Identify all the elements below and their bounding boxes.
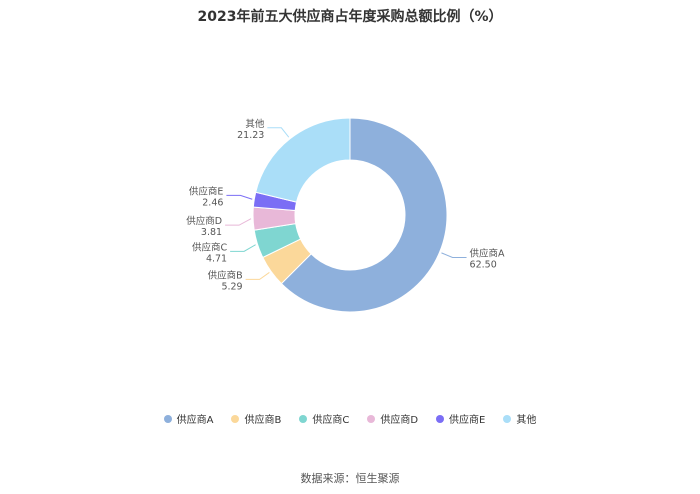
slice-label-name-5: 供应商E: [189, 185, 224, 197]
legend-swatch-icon: [367, 414, 376, 423]
chart-title: 2023年前五大供应商占年度采购总额比例（%）: [197, 9, 503, 25]
legend-item-1[interactable]: 供应商A: [163, 411, 214, 426]
slice-label-value-5: 2.46: [202, 197, 223, 208]
data-source: 数据来源：恒生聚源: [300, 472, 400, 485]
legend-label: 供应商D: [380, 415, 419, 426]
pie-slice-1: [280, 117, 448, 313]
slice-label-value-3: 4.71: [206, 253, 227, 264]
legend-item-4[interactable]: 供应商D: [367, 411, 418, 426]
slice-label-value-2: 5.29: [221, 281, 242, 292]
leader-line-3: [230, 244, 256, 252]
slice-label-name-1: 供应商A: [470, 247, 506, 259]
legend-item-3[interactable]: 供应商C: [299, 411, 349, 426]
slice-label-name-6: 其他: [245, 118, 265, 130]
slice-label-value-6: 21.23: [237, 130, 264, 141]
legend-swatch-icon: [299, 414, 308, 423]
legend: 供应商A 供应商B 供应商C 供应商D 供应商E 其他: [0, 411, 700, 426]
legend-label: 供应商E: [449, 415, 486, 426]
slice-label-value-1: 62.50: [470, 259, 497, 270]
legend-swatch-icon: [163, 414, 172, 423]
legend-label: 供应商A: [176, 415, 214, 426]
legend-item-6[interactable]: 其他: [503, 411, 536, 426]
slice-label-name-3: 供应商C: [192, 241, 228, 253]
slice-label-name-2: 供应商B: [208, 269, 243, 281]
legend-item-2[interactable]: 供应商B: [231, 411, 281, 426]
slice-label-name-4: 供应商D: [186, 215, 222, 227]
slice-label-value-4: 3.81: [201, 227, 222, 238]
leader-line-1: [441, 252, 467, 258]
pie-slice-6: [255, 117, 351, 203]
legend-label: 其他: [516, 415, 537, 426]
leader-line-6: [267, 127, 290, 138]
legend-item-5[interactable]: 供应商E: [436, 411, 485, 426]
legend-swatch-icon: [436, 414, 445, 423]
legend-label: 供应商C: [312, 415, 350, 426]
legend-swatch-icon: [231, 414, 240, 423]
leader-line-2: [245, 272, 270, 280]
leader-line-4: [225, 218, 252, 226]
legend-swatch-icon: [503, 414, 512, 423]
legend-label: 供应商B: [244, 415, 282, 426]
leader-line-5: [226, 194, 253, 200]
